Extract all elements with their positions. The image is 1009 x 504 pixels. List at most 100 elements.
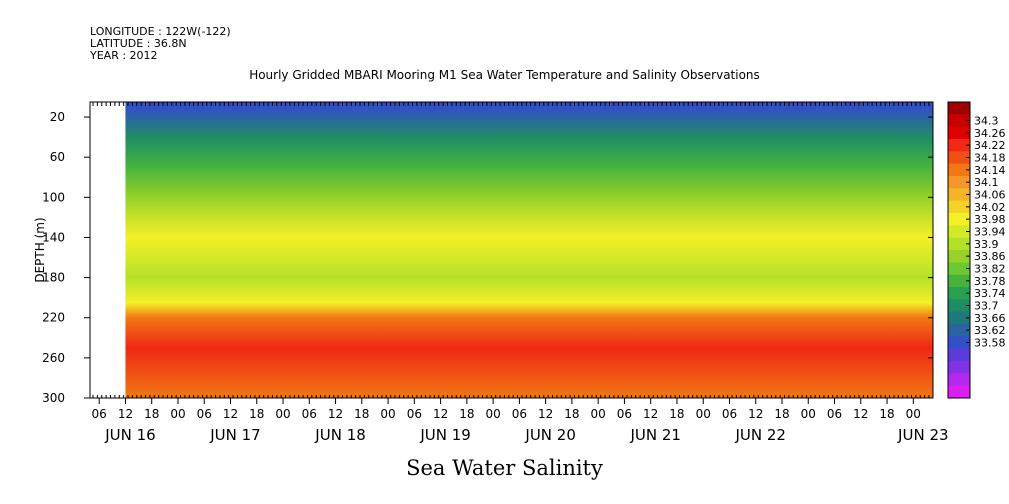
y-tick-label: 260 — [42, 351, 65, 365]
x-hour-label: 00 — [275, 407, 290, 421]
colorbar-swatch — [948, 200, 970, 214]
x-hour-label: 18 — [144, 407, 159, 421]
x-hour-label: 18 — [879, 407, 894, 421]
colorbar-swatch — [948, 299, 970, 313]
colorbar-label: 34.3 — [974, 115, 999, 128]
x-day-label: JUN 17 — [209, 426, 260, 444]
x-hour-label: 00 — [170, 407, 185, 421]
x-hour-label: 00 — [591, 407, 606, 421]
x-hour-label: 06 — [302, 407, 317, 421]
x-hour-label: 06 — [197, 407, 212, 421]
colorbar-label: 34.06 — [974, 189, 1006, 202]
colorbar-swatch — [948, 361, 970, 374]
x-hour-label: 18 — [354, 407, 369, 421]
x-hour-label: 12 — [223, 407, 238, 421]
x-hour-label: 00 — [801, 407, 816, 421]
colorbar-swatch — [948, 139, 970, 152]
salinity-field — [125, 102, 933, 398]
longitude-label: LONGITUDE : 122W(-122) — [90, 25, 231, 38]
x-hour-label: 18 — [459, 407, 474, 421]
variable-label: Sea Water Salinity — [406, 456, 603, 480]
plot-area — [90, 102, 933, 398]
x-hour-label: 06 — [617, 407, 632, 421]
colorbar-swatch — [948, 188, 970, 202]
y-tick-label: 60 — [50, 150, 65, 164]
latitude-label: LATITUDE : 36.8N — [90, 37, 187, 50]
colorbar-swatch — [948, 213, 970, 226]
colorbar-label: 33.9 — [974, 238, 999, 251]
colorbar-label: 33.94 — [974, 226, 1006, 239]
colorbar-frame — [947, 101, 971, 399]
x-hour-label: 12 — [118, 407, 133, 421]
colorbar-label: 34.26 — [974, 127, 1006, 140]
colorbar-label: 34.18 — [974, 152, 1006, 165]
colorbar-label: 33.86 — [974, 250, 1006, 263]
chart-title: Hourly Gridded MBARI Mooring M1 Sea Wate… — [249, 68, 760, 82]
x-day-label: JUN 21 — [629, 426, 680, 444]
x-hour-label: 00 — [906, 407, 921, 421]
colorbar-swatch — [948, 287, 970, 300]
no-data-region — [90, 102, 126, 398]
x-hour-label: 12 — [643, 407, 658, 421]
x-hour-label: 06 — [407, 407, 422, 421]
y-tick-label: 100 — [42, 190, 65, 204]
plot-frame — [89, 101, 934, 399]
x-hour-label: 06 — [512, 407, 527, 421]
y-tick-label: 300 — [42, 391, 65, 405]
x-day-label: JUN 18 — [314, 426, 365, 444]
colorbar-label: 34.22 — [974, 139, 1006, 152]
x-hour-label: 12 — [748, 407, 763, 421]
colorbar-swatch — [948, 336, 970, 350]
y-tick-label: 140 — [42, 230, 65, 244]
x-hour-label: 18 — [564, 407, 579, 421]
colorbar-swatch — [948, 274, 970, 288]
x-hour-label: 12 — [538, 407, 553, 421]
colorbar-label: 34.14 — [974, 164, 1006, 177]
colorbar-label: 34.02 — [974, 201, 1006, 214]
colorbar-swatch — [948, 151, 970, 165]
x-hour-label: 12 — [853, 407, 868, 421]
colorbar-swatch — [948, 373, 970, 387]
colorbar-swatch — [948, 225, 970, 239]
x-hour-label: 00 — [485, 407, 500, 421]
colorbar-label: 33.74 — [974, 287, 1006, 300]
colorbar-swatch — [948, 126, 970, 140]
colorbar-swatch — [948, 311, 970, 325]
x-hour-label: 06 — [827, 407, 842, 421]
colorbar-label: 33.66 — [974, 312, 1006, 325]
colorbar-swatch — [948, 324, 970, 337]
colorbar-label: 33.58 — [974, 337, 1006, 350]
x-day-label: JUN 23 — [897, 426, 948, 444]
colorbar-swatch — [948, 237, 970, 251]
x-day-label: JUN 16 — [104, 426, 155, 444]
colorbar-label: 33.62 — [974, 324, 1006, 337]
x-hour-label: 06 — [92, 407, 107, 421]
colorbar-label: 33.98 — [974, 213, 1006, 226]
y-tick-label: 220 — [42, 311, 65, 325]
x-hour-label: 18 — [669, 407, 684, 421]
year-label: YEAR : 2012 — [90, 49, 158, 62]
colorbar-label: 34.1 — [974, 176, 999, 189]
colorbar-swatch — [948, 176, 970, 189]
x-day-label: JUN 20 — [524, 426, 575, 444]
colorbar-swatch — [948, 102, 970, 115]
y-tick-label: 180 — [42, 271, 65, 285]
x-hour-label: 00 — [696, 407, 711, 421]
y-axis-label: DEPTH (m) — [33, 217, 47, 282]
colorbar-swatch — [948, 385, 970, 399]
x-hour-label: 06 — [722, 407, 737, 421]
x-hour-label: 12 — [433, 407, 448, 421]
colorbar-label: 33.82 — [974, 263, 1006, 276]
colorbar-swatch — [948, 250, 970, 263]
x-day-label: JUN 22 — [734, 426, 785, 444]
x-day-label: JUN 19 — [419, 426, 470, 444]
colorbar-swatch — [948, 114, 970, 128]
y-tick-label: 20 — [50, 110, 65, 124]
x-hour-label: 18 — [774, 407, 789, 421]
x-hour-label: 00 — [380, 407, 395, 421]
x-hour-label: 18 — [249, 407, 264, 421]
colorbar-swatch — [948, 348, 970, 362]
colorbar-swatch — [948, 262, 970, 276]
colorbar-label: 33.7 — [974, 300, 999, 313]
